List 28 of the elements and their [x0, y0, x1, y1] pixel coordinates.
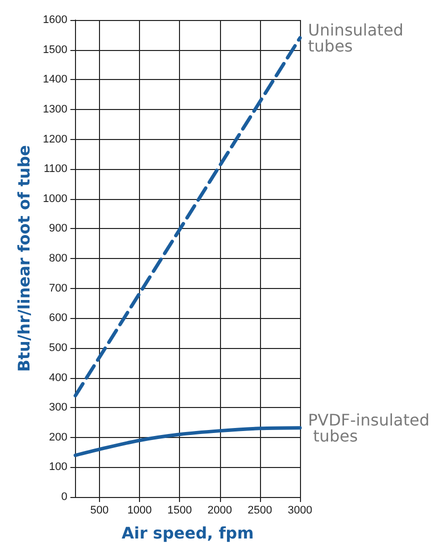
x-tick-label: 500 [90, 504, 109, 516]
y-tick-label: 800 [49, 252, 68, 264]
x-tick-label: 3000 [288, 504, 312, 516]
series-label: PVDF-insulated tubes [308, 410, 430, 446]
y-tick-label: 200 [49, 431, 68, 444]
x-tick-label: 1500 [167, 504, 192, 516]
y-tick-label: 0 [61, 491, 68, 503]
y-tick-label: 400 [49, 372, 68, 384]
y-tick-label: 500 [49, 342, 68, 354]
x-tick-label: 2500 [248, 504, 272, 516]
y-tick-label: 1600 [42, 14, 68, 26]
series-label: Uninsulated tubes [308, 20, 409, 56]
y-tick-label: 700 [49, 282, 68, 294]
y-tick-label: 1100 [44, 163, 68, 176]
y-tick-label: 1300 [42, 103, 68, 116]
y-tick-label: 1200 [42, 133, 68, 146]
x-axis-title: Air speed, fpm [122, 524, 254, 542]
y-axis-title: Btu/hr/linear foot of tube [14, 145, 34, 372]
x-tick-label: 2000 [208, 504, 232, 516]
y-tick-label: 900 [49, 222, 68, 235]
y-tick-label: 600 [49, 312, 68, 324]
y-tick-label: 1400 [42, 74, 68, 86]
y-tick-label: 1500 [42, 44, 68, 56]
x-tick-label: 1000 [127, 504, 152, 516]
y-tick-label: 1000 [42, 192, 68, 205]
line-series [74, 426, 302, 458]
y-tick-label: 300 [49, 402, 68, 414]
y-tick-label: 100 [49, 461, 68, 474]
